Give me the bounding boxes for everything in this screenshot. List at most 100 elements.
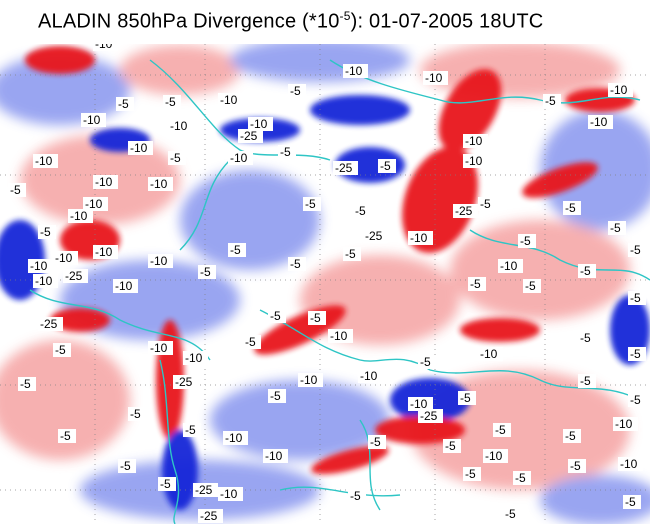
contour-label: -10 [463,154,488,168]
contour-label-box [458,391,476,405]
contour-label: -10 [498,259,523,273]
contour-label-text: -5 [55,343,66,357]
contour-label-text: -5 [480,197,491,211]
contour-label: -10 [148,177,173,191]
contour-label: -5 [513,471,531,485]
contour-label-box [478,347,503,361]
contour-label-box [113,279,138,293]
contour-label: -5 [58,429,76,443]
contour-label: -25 [193,483,218,497]
contour-label-box [158,477,176,491]
contour-label-text: -5 [40,225,51,239]
contour-label: -10 [408,231,433,245]
contour-label: -5 [303,197,321,211]
contour-label-text: -5 [580,374,591,388]
contour-label: -5 [368,435,386,449]
contour-label: -25 [198,509,223,523]
contour-label: -10 [148,341,173,355]
map-title-prefix: ALADIN 850hPa Divergence (*10 [38,10,340,33]
contour-label-text: -5 [525,279,536,293]
contour-label: -10 [93,245,118,259]
contour-label: -5 [623,495,641,509]
contour-label: -25 [453,204,478,218]
contour-label-box [198,509,223,523]
contour-label-box [173,375,198,389]
contour-label: -5 [118,459,136,473]
contour-label: -5 [158,477,176,491]
contour-label: -10 [298,373,323,387]
contour-label-text: -10 [115,279,133,293]
contour-label: -5 [543,94,561,108]
contour-label-text: -10 [300,373,318,387]
contour-label-box [563,429,581,443]
contour-label: -5 [243,335,261,349]
contour-label: -5 [128,407,146,421]
contour-label-box [628,291,646,305]
contour-label-box [543,94,561,108]
contour-label: -5 [608,221,626,235]
contour-label-text: -10 [30,259,48,273]
contour-label-text: -10 [220,93,238,107]
contour-label: -5 [578,264,596,278]
contour-label: -10 [483,449,508,463]
contour-label: -25 [63,269,88,283]
contour-label-box [613,417,638,431]
contour-label-text: -10 [55,251,73,265]
contour-label-box [243,335,261,349]
contour-label-box [378,159,396,173]
contour-label-box [628,393,646,407]
contour-label: -25 [38,317,63,331]
contour-label-text: -5 [570,459,581,473]
contour-label-text: -10 [620,457,638,471]
contour-label-box [608,221,626,235]
contour-label-text: -10 [150,254,168,268]
contour-label-text: -10 [330,329,348,343]
contour-label-text: -5 [545,94,556,108]
contour-label: -5 [288,84,306,98]
contour-label-text: -25 [240,129,258,143]
contour-label: -10 [618,457,643,471]
contour-label: -5 [268,389,286,403]
contour-label-text: -5 [520,234,531,248]
contour-label: -10 [343,64,368,78]
contour-label-box [513,471,531,485]
contour-label-text: -10 [83,113,101,127]
contour-label-box [463,154,488,168]
contour-label-box [503,507,521,521]
contour-label-text: -5 [310,311,321,325]
contour-label: -5 [443,439,461,453]
contour-label: -10 [408,397,433,411]
contour-label-text: -10 [465,134,483,148]
contour-label-box [468,277,486,291]
contour-label-box [168,151,186,165]
contour-label: -10 [228,151,253,165]
contour-label-text: -5 [290,84,301,98]
contour-label-box [478,197,496,211]
contour-label: -10 [463,134,488,148]
contour-label-text: -10 [35,154,53,168]
contour-label: -10 [148,254,173,268]
contour-label-box [168,119,193,133]
contour-label: -10 [218,93,243,107]
contour-label: -10 [613,417,638,431]
contour-label-box [588,115,613,129]
contour-label-box [628,243,646,257]
contour-label-text: -10 [95,245,113,259]
contour-label-box [116,97,134,111]
contour-label: -10 [608,83,633,97]
contour-label-text: -5 [290,257,301,271]
contour-label: -5 [478,197,496,211]
contour-label-box [463,467,481,481]
contour-label-text: -5 [170,151,181,165]
contour-label-box [183,351,208,365]
contour-label-box [353,204,371,218]
contour-label-text: -25 [65,269,83,283]
contour-label: -5 [228,243,246,257]
contour-label: -10 [33,274,58,288]
contour-label: -5 [518,234,536,248]
contour-label-box [223,431,248,445]
contour-label-text: -10 [185,351,203,365]
contour-label: -5 [268,309,286,323]
contour-label: -5 [493,423,511,437]
contour-label-box [303,197,321,211]
